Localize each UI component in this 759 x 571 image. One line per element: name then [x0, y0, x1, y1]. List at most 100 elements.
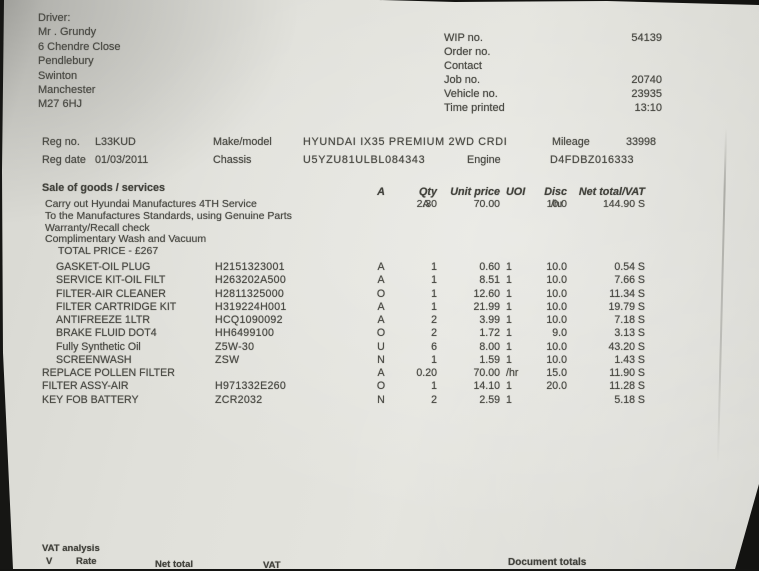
item-unit-price: 1.59	[479, 353, 500, 366]
job-info-row: Job no. 20740	[444, 74, 662, 88]
col-header-net-total: Net total/VAT	[578, 186, 645, 198]
item-disc: 10.0	[546, 300, 567, 313]
item-code: N	[377, 393, 385, 406]
item-description: GASKET-OIL PLUG	[56, 261, 151, 273]
job-info-value: 54139	[631, 32, 662, 44]
service-total-price-line: TOTAL PRICE - £267	[58, 245, 159, 258]
item-unit-price: 8.00	[479, 340, 500, 353]
service-line: To the Manufactures Standards, using Gen…	[45, 209, 292, 222]
item-code: U	[377, 340, 385, 353]
item-unit-price: 8.51	[479, 274, 500, 287]
item-unit-price: 2.59	[479, 393, 500, 406]
item-row: ANTIFREEZE 1LTR HCQ1090092 A 2 3.99 1 10…	[0, 314, 759, 327]
driver-label: Driver:	[38, 12, 71, 24]
item-qty: 2	[431, 314, 437, 326]
reg-no-value: L33KUD	[95, 136, 136, 148]
item-description: FILTER ASSY-AIR	[42, 380, 129, 393]
item-disc: 20.0	[546, 380, 567, 393]
item-uoi: 1	[506, 353, 512, 366]
item-row: KEY FOB BATTERY ZCR2032 N 2 2.59 1 5.18 …	[0, 394, 759, 407]
service-line: Warranty/Recall check	[45, 221, 150, 234]
item-unit-price: 3.99	[479, 314, 500, 326]
item-disc: 10.0	[546, 261, 567, 273]
item-net-total: 19.79 S	[608, 300, 645, 313]
service-description: Carry out Hyundai Manufactures 4TH Servi…	[45, 198, 257, 210]
item-qty: 1	[431, 353, 437, 366]
item-uoi: 1	[506, 393, 512, 406]
item-part-number: Z5W-30	[215, 340, 255, 353]
item-code: A	[377, 367, 385, 379]
address-line: Swinton	[38, 69, 78, 82]
service-description-block: Carry out Hyundai Manufactures 4TH Servi…	[45, 198, 759, 258]
address-postcode: M27 6HJ	[38, 98, 83, 111]
job-info-row: Contact	[444, 60, 662, 74]
item-disc: 10.0	[546, 340, 567, 353]
item-code: O	[376, 327, 386, 340]
vat-col-vat: VAT	[263, 560, 281, 571]
section-title: Sale of goods / services	[42, 182, 166, 194]
item-description: ANTIFREEZE 1LTR	[56, 314, 150, 326]
item-uoi: /hr	[506, 367, 519, 379]
address-line: Manchester	[38, 84, 96, 97]
job-info-row: Vehicle no. 23935	[444, 88, 662, 102]
item-description: SERVICE KIT-OIL FILT	[56, 274, 166, 287]
item-code: A	[377, 314, 385, 326]
item-qty: 1	[431, 261, 437, 273]
item-uoi: 1	[506, 314, 512, 326]
item-row: REPLACE POLLEN FILTER A 0.20 70.00 /hr 1…	[0, 367, 759, 380]
item-unit-price: 0.60	[479, 261, 500, 273]
item-code: A	[377, 274, 385, 287]
item-net-total: 43.20 S	[608, 340, 645, 353]
job-info-label: Contact	[444, 60, 482, 72]
item-net-total: 5.18 S	[614, 393, 645, 406]
item-unit-price: 14.10	[473, 380, 500, 393]
job-info-label: WIP no.	[444, 32, 483, 44]
item-code: O	[376, 380, 386, 393]
job-info-value: 13:10	[634, 102, 662, 114]
item-disc: 10.0	[546, 274, 567, 287]
item-part-number: ZSW	[215, 353, 240, 366]
item-row: SCREENWASH ZSW N 1 1.59 1 10.0 1.43 S	[0, 354, 759, 367]
vat-col-net-total: Net total	[155, 559, 193, 570]
item-disc: 10.0	[546, 287, 567, 300]
make-model-label: Make/model	[213, 136, 272, 148]
item-code: A	[377, 300, 385, 313]
document-totals-label: Document totals	[508, 557, 587, 568]
vat-analysis-title: VAT analysis	[42, 543, 100, 554]
vehicle-chassis-row: Reg date 01/03/2011 Chassis U5YZU81ULBL0…	[0, 154, 759, 168]
item-description: BRAKE FLUID DOT4	[56, 327, 157, 340]
item-net-total: 3.13 S	[614, 327, 645, 340]
item-unit-price: 1.72	[479, 327, 500, 340]
item-uoi: 1	[506, 300, 512, 313]
make-model-value: HYUNDAI IX35 PREMIUM 2WD CRDI	[303, 136, 508, 148]
service-disc: 10.0	[546, 198, 567, 210]
item-row: SERVICE KIT-OIL FILT H263202A500 A 1 8.5…	[0, 274, 759, 287]
reg-no-label: Reg no.	[42, 136, 80, 148]
item-qty: 1	[431, 287, 437, 300]
item-row: Fully Synthetic Oil Z5W-30 U 6 8.00 1 10…	[0, 341, 759, 354]
item-description: KEY FOB BATTERY	[42, 393, 139, 406]
item-part-number: H971332E260	[215, 380, 287, 393]
service-line: Complimentary Wash and Vacuum	[45, 233, 207, 246]
address-line: Pendlebury	[38, 55, 94, 68]
col-header-disc: Disc	[544, 186, 567, 198]
job-info-block: WIP no. 54139 Order no. Contact Job no. …	[444, 32, 662, 116]
service-line: Carry out Hyundai Manufactures 4TH Servi…	[45, 198, 759, 211]
items-rows: GASKET-OIL PLUG H2151323001 A 1 0.60 1 1…	[0, 261, 759, 407]
job-info-row: WIP no. 54139	[444, 32, 662, 46]
col-header-uoi: UOI	[506, 186, 526, 198]
item-description: FILTER CARTRIDGE KIT	[56, 300, 177, 313]
job-info-value: 20740	[631, 74, 662, 86]
item-net-total: 7.18 S	[614, 314, 645, 326]
vat-col-v: V	[46, 556, 53, 567]
item-net-total: 0.54 S	[614, 261, 645, 273]
item-description: SCREENWASH	[56, 353, 132, 366]
item-qty: 2	[431, 393, 437, 406]
item-row: BRAKE FLUID DOT4 HH6499100 O 2 1.72 1 9.…	[0, 327, 759, 340]
item-part-number: HCQ1090092	[215, 314, 283, 326]
mileage-label: Mileage	[552, 136, 590, 148]
item-disc: 15.0	[546, 367, 567, 379]
item-net-total: 11.34 S	[609, 287, 645, 300]
vehicle-reg-row: Reg no. L33KUD Make/model HYUNDAI IX35 P…	[0, 136, 759, 150]
